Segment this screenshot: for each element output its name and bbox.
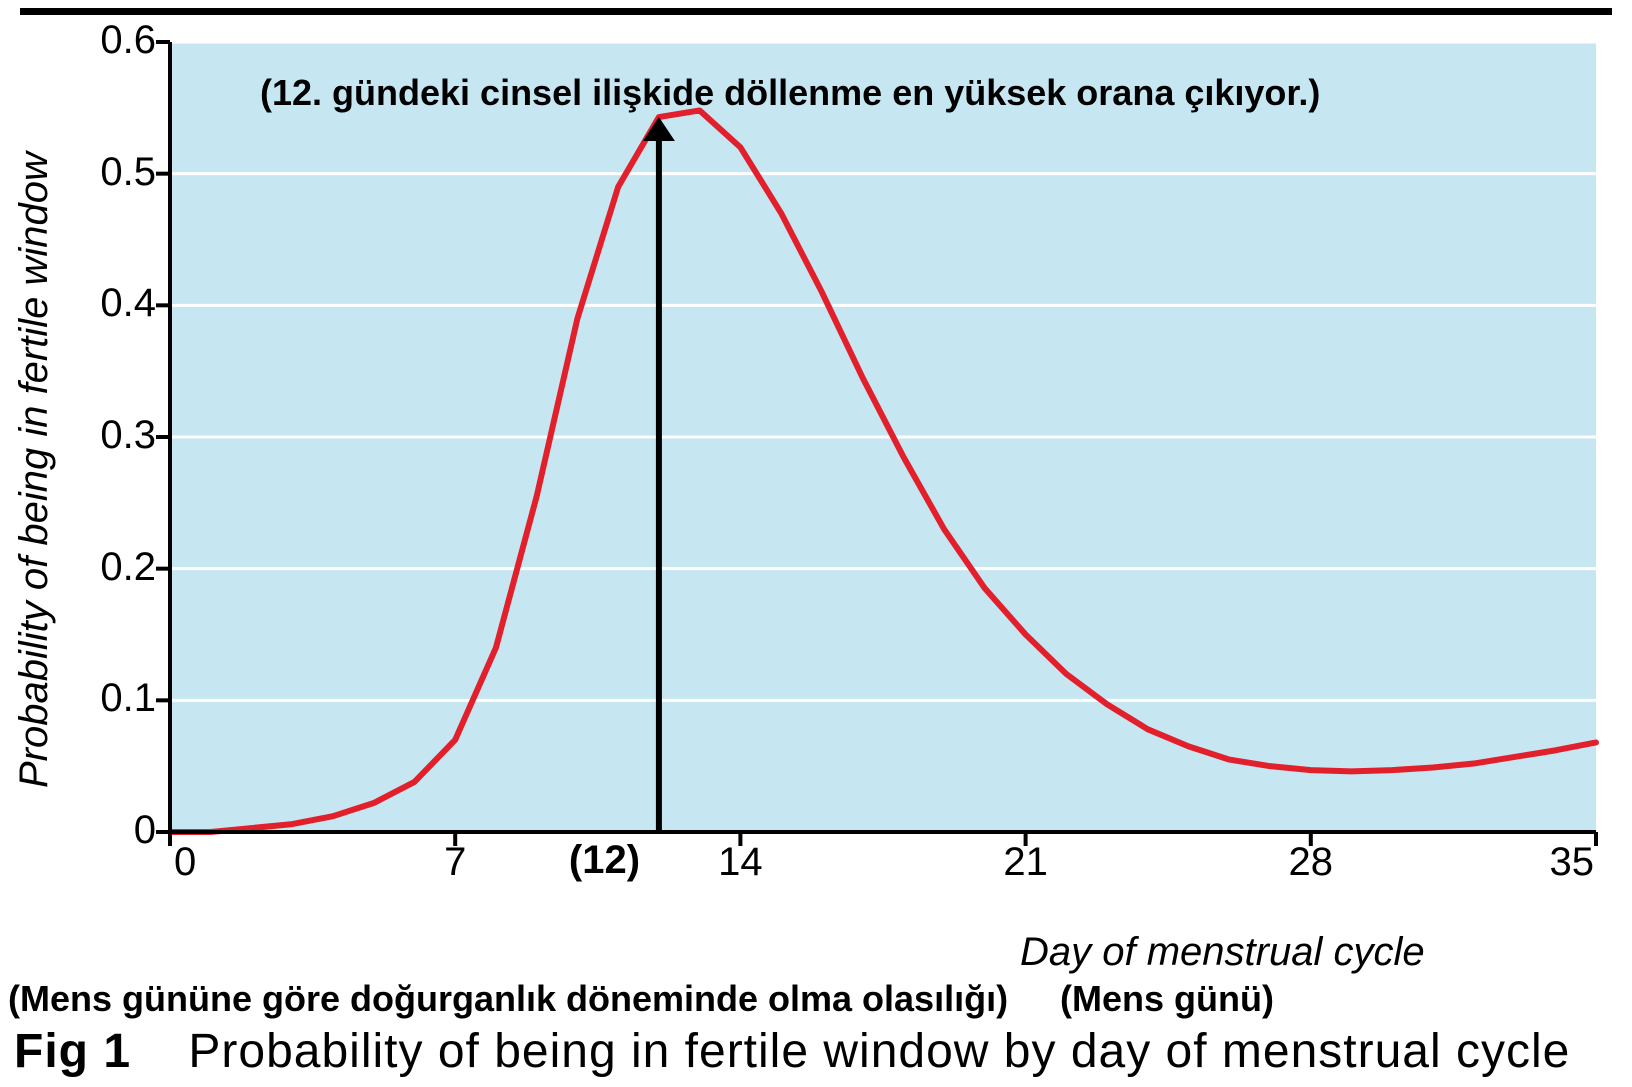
peak-x-label: (12): [569, 838, 640, 883]
tick-label: 14: [700, 840, 780, 885]
figure: Probability of being in fertile window (…: [0, 0, 1632, 1087]
tick-label: 7: [415, 840, 495, 885]
tick-label: 0.5: [100, 150, 156, 195]
tick-label: 0.6: [100, 18, 156, 63]
figure-caption: Fig 1 Probability of being in fertile wi…: [14, 1024, 1570, 1079]
tick-label: 0: [134, 808, 156, 853]
figure-caption-text: Probability of being in fertile window b…: [188, 1025, 1570, 1078]
figure-caption-prefix: Fig 1: [14, 1025, 131, 1078]
tick-label: 0.3: [100, 413, 156, 458]
y-axis-label: Probability of being in fertile window: [12, 152, 57, 788]
tick-label: 21: [986, 840, 1066, 885]
tick-label: 0.1: [100, 676, 156, 721]
x-axis-label: Day of menstrual cycle: [1020, 930, 1425, 975]
x-axis-translation: (Mens günü): [1060, 978, 1274, 1020]
y-axis-translation: (Mens gününe göre doğurganlık döneminde …: [8, 978, 1008, 1020]
tick-label: 28: [1271, 840, 1351, 885]
chart-svg: [140, 12, 1626, 862]
tick-label: 0.4: [100, 281, 156, 326]
tick-label: 0.2: [100, 545, 156, 590]
tick-label: 35: [1550, 840, 1595, 885]
peak-annotation-text: (12. gündeki cinsel ilişkide döllenme en…: [260, 72, 1320, 114]
tick-label: 0: [174, 840, 196, 885]
y-axis-label-text: Probability of being in fertile window: [12, 152, 56, 788]
